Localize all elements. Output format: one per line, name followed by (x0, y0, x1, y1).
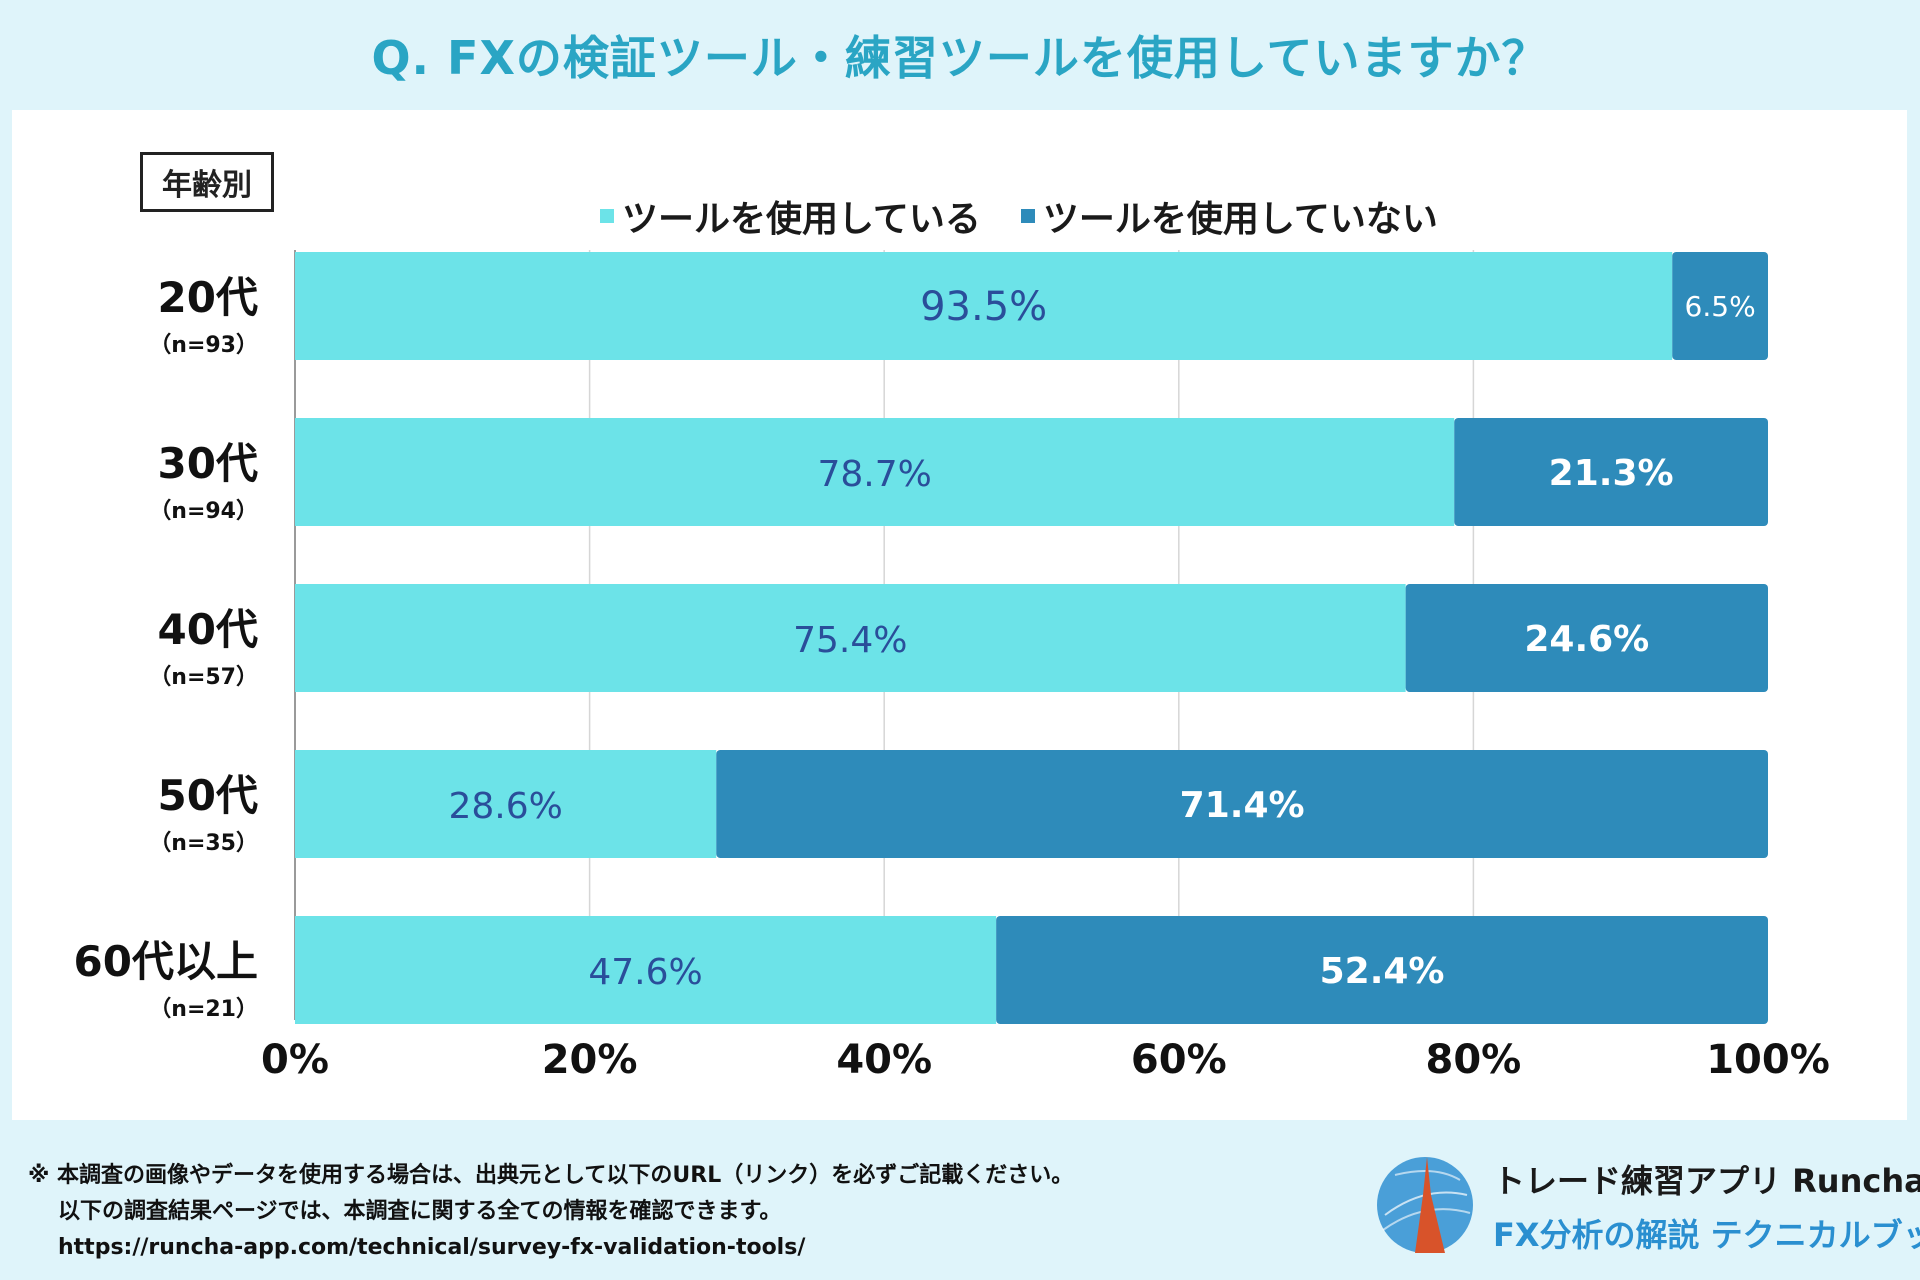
legend-label-used: ツールを使用している (622, 199, 981, 240)
bar-used (295, 916, 997, 1024)
legend-label-not-used: ツールを使用していない (1042, 199, 1438, 240)
bar-used (295, 584, 1406, 692)
sample-size-label: （n=93） (149, 333, 258, 358)
bar-used (295, 418, 1455, 526)
x-tick-label: 100% (1706, 1037, 1830, 1083)
group-label-box: 年齢別 (140, 152, 274, 212)
data-label-not-used: 21.3% (1549, 453, 1674, 494)
bar-used (295, 750, 717, 858)
category-label: 60代以上 (74, 937, 258, 986)
category-label: 40代 (158, 605, 258, 654)
sample-size-label: （n=21） (149, 997, 258, 1022)
legend: ツールを使用している ツールを使用していない (600, 190, 1438, 242)
category-label: 50代 (158, 771, 258, 820)
brand-subtitle: FX分析の解説 テクニカルブック (1493, 1216, 1920, 1254)
data-label-used: 78.7% (817, 454, 931, 495)
data-label-used: 47.6% (588, 952, 702, 993)
sample-size-label: （n=35） (149, 831, 258, 856)
data-label-used: 28.6% (448, 786, 562, 827)
bar-used (295, 252, 1673, 360)
data-label-not-used: 24.6% (1524, 619, 1649, 660)
data-label-not-used: 6.5% (1685, 290, 1756, 323)
category-label: 30代 (158, 439, 258, 488)
footer-url[interactable]: https://runcha-app.com/technical/survey-… (58, 1235, 806, 1260)
data-label-used: 93.5% (920, 284, 1047, 330)
footer-line-1: ※ 本調査の画像やデータを使用する場合は、出典元として以下のURL（リンク）を必… (28, 1163, 1074, 1188)
bar-not-used (1672, 252, 1768, 360)
x-tick-label: 80% (1426, 1037, 1522, 1083)
category-label: 20代 (158, 273, 258, 322)
data-label-used: 75.4% (793, 620, 907, 661)
bar-not-used (1405, 584, 1768, 692)
data-label-not-used: 52.4% (1320, 951, 1445, 992)
sample-size-label: （n=57） (149, 665, 258, 690)
legend-swatch-not-used (1020, 209, 1035, 223)
brand-name: トレード練習アプリ Runcha (1493, 1162, 1920, 1200)
x-tick-label: 40% (836, 1037, 932, 1083)
runcha-logo-icon (1377, 1157, 1473, 1253)
stacked-bar-chart: 0% 20% 40% 60% 80% 100% 93.5% 6.5% 20代 （n=93） 78.7… (74, 250, 1830, 1083)
chart-title: Q. FXの検証ツール・練習ツールを使用していますか？ (371, 31, 1549, 85)
legend-item-used: ツールを使用している (600, 190, 981, 242)
bar-not-used (716, 750, 1768, 858)
bar-not-used (1454, 418, 1768, 526)
bar-not-used (996, 916, 1768, 1024)
x-tick-label: 20% (542, 1037, 638, 1083)
data-label-not-used: 71.4% (1180, 785, 1305, 826)
x-tick-label: 60% (1131, 1037, 1227, 1083)
footer-line-2: 以下の調査結果ページでは、本調査に関する全ての情報を確認できます。 (58, 1199, 782, 1224)
brand-block: トレード練習アプリ Runcha FX分析の解説 テクニカルブック (1375, 1150, 1920, 1270)
sample-size-label: （n=94） (149, 499, 258, 524)
x-tick-label: 0% (261, 1037, 329, 1083)
footer-notes: ※ 本調査の画像やデータを使用する場合は、出典元として以下のURL（リンク）を必… (28, 1158, 1073, 1266)
legend-item-not-used: ツールを使用していない (1020, 190, 1438, 242)
legend-swatch-used (600, 209, 614, 223)
